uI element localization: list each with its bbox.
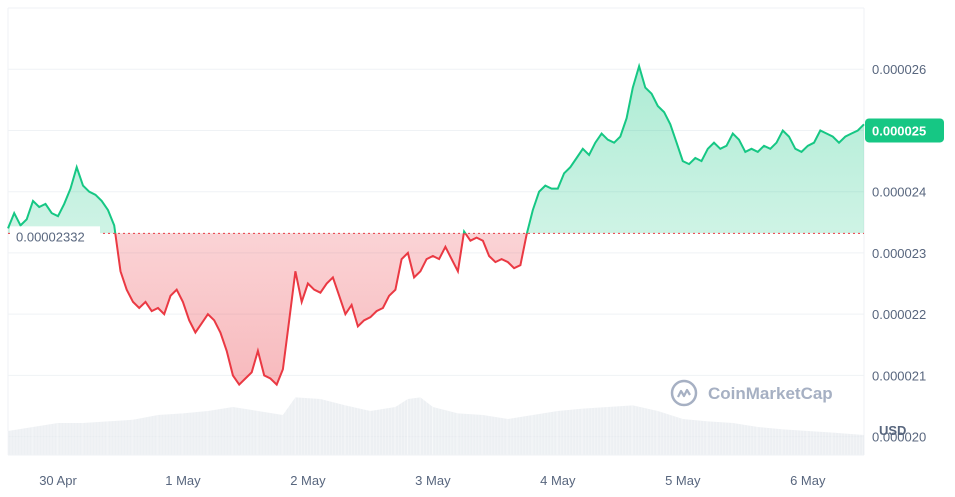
price-line-above <box>7 62 865 234</box>
y-tick-label: 0.000022 <box>872 307 926 322</box>
price-line-below <box>114 233 528 387</box>
currency-label: USD <box>879 423 906 438</box>
last-price-label: 0.000025 <box>872 123 926 138</box>
last-price-badge-bg <box>865 118 944 143</box>
last-price-badge: 0.000025 <box>865 118 944 143</box>
baseline-label: 0.00002332 <box>16 229 85 244</box>
y-tick-label: 0.000026 <box>872 62 926 77</box>
area-above-baseline <box>8 66 864 234</box>
price-areas <box>8 66 864 385</box>
y-tick-label: 0.000020 <box>872 430 926 445</box>
y-tick-label: 0.000023 <box>872 246 926 261</box>
watermark: CoinMarketCap <box>670 379 833 407</box>
x-tick-label: 2 May <box>290 473 326 488</box>
y-tick-label: 0.000024 <box>872 185 926 200</box>
watermark-text: CoinMarketCap <box>708 384 833 403</box>
volume-bars <box>7 397 864 455</box>
coinmarketcap-logo-icon <box>670 379 698 407</box>
baseline-label-bg <box>10 226 100 249</box>
area-below-baseline <box>115 233 527 385</box>
x-tick-label: 4 May <box>540 473 576 488</box>
x-tick-label: 30 Apr <box>39 473 77 488</box>
x-tick-label: 5 May <box>665 473 701 488</box>
x-tick-label: 3 May <box>415 473 451 488</box>
y-tick-label: 0.000021 <box>872 368 926 383</box>
x-tick-label: 6 May <box>790 473 826 488</box>
x-tick-label: 1 May <box>165 473 201 488</box>
x-axis: 30 Apr 1 May 2 May 3 May 4 May 5 May 6 May <box>8 454 864 488</box>
